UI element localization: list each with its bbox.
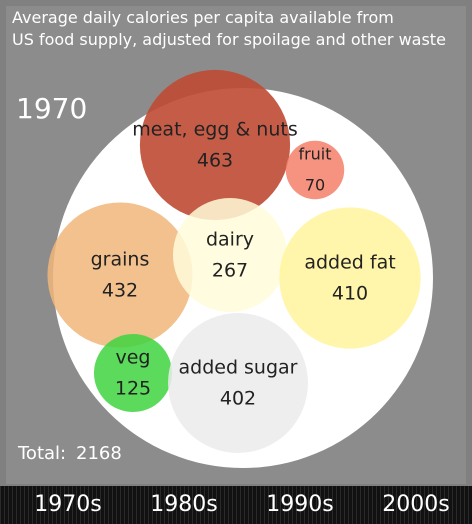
bubble	[279, 207, 421, 349]
bubble	[285, 140, 345, 200]
bubble-value: 402	[220, 388, 256, 410]
chart-title: Average daily calories per capita availa…	[12, 8, 446, 49]
bubble-name: dairy	[206, 229, 254, 251]
bubble-value: 125	[115, 378, 151, 400]
bubble-name: added sugar	[178, 357, 297, 379]
bubble-value: 70	[305, 176, 325, 195]
timeline-label[interactable]: 1990s	[266, 492, 333, 517]
timeline-label[interactable]: 1980s	[150, 492, 217, 517]
bubble-value: 463	[197, 150, 233, 172]
bubble-value: 410	[332, 283, 368, 305]
title-line: US food supply, adjusted for spoilage an…	[12, 30, 446, 49]
timeline-label[interactable]: 2000s	[382, 492, 449, 517]
bubble-name: veg	[116, 347, 151, 369]
bubble-name: meat, egg & nuts	[132, 119, 298, 141]
bubble-value: 267	[212, 260, 248, 282]
total-value: 2168	[76, 443, 122, 464]
bubble-name: fruit	[298, 145, 331, 164]
bubble	[172, 197, 288, 313]
bubble-name: grains	[91, 249, 150, 271]
bubble	[93, 333, 173, 413]
bubble	[47, 202, 193, 348]
total-label: Total:	[17, 443, 66, 464]
bubble	[139, 69, 291, 221]
year-label: 1970	[16, 92, 87, 125]
bubble-name: added fat	[304, 252, 395, 274]
title-line: Average daily calories per capita availa…	[12, 8, 394, 27]
timeline-bar	[0, 486, 472, 524]
bubble-value: 432	[102, 280, 138, 302]
bubble	[168, 313, 308, 453]
timeline-label[interactable]: 1970s	[34, 492, 101, 517]
